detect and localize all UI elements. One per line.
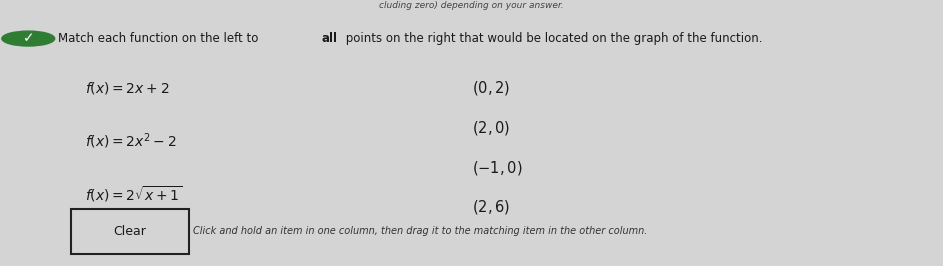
Text: points on the right that would be located on the graph of the function.: points on the right that would be locate… [342, 32, 763, 45]
Text: Clear: Clear [113, 225, 146, 238]
Text: all: all [322, 32, 338, 45]
Text: $f(x) = 2\sqrt{x+1}$: $f(x) = 2\sqrt{x+1}$ [85, 184, 182, 204]
Text: cluding zero) depending on your answer.: cluding zero) depending on your answer. [379, 1, 564, 10]
Text: $f(x) = 2x^2 - 2$: $f(x) = 2x^2 - 2$ [85, 131, 176, 151]
Text: $(2, 6)$: $(2, 6)$ [472, 198, 510, 217]
Text: $(-1, 0)$: $(-1, 0)$ [472, 159, 522, 177]
Text: $f(x) = 2x + 2$: $f(x) = 2x + 2$ [85, 80, 170, 96]
Text: $(0, 2)$: $(0, 2)$ [472, 79, 510, 97]
Circle shape [2, 31, 55, 46]
FancyBboxPatch shape [71, 209, 189, 254]
Text: Click and hold an item in one column, then drag it to the matching item in the o: Click and hold an item in one column, th… [193, 226, 648, 236]
Text: $(2, 0)$: $(2, 0)$ [472, 119, 510, 137]
Text: Match each function on the left to: Match each function on the left to [58, 32, 262, 45]
Text: ✓: ✓ [23, 32, 34, 45]
